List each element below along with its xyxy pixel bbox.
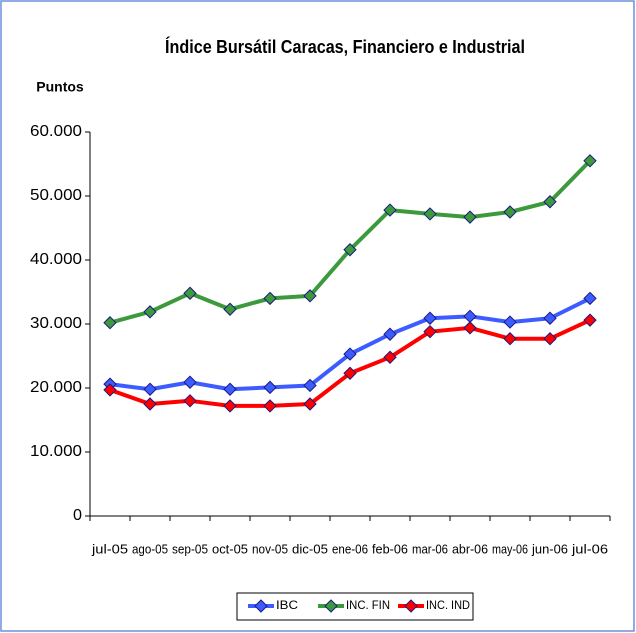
- x-tick-label: mar-06: [412, 541, 448, 556]
- x-tick-label: sep-05: [172, 541, 208, 556]
- marker: [423, 324, 437, 339]
- x-tick-label: feb-06: [372, 541, 408, 556]
- marker: [383, 203, 397, 217]
- y-tick-label: 50.000: [30, 187, 82, 204]
- marker: [543, 332, 557, 346]
- marker: [303, 397, 317, 411]
- y-tick-label: 20.000: [30, 379, 82, 396]
- marker: [263, 399, 277, 413]
- legend-marker: [324, 599, 338, 613]
- marker: [423, 311, 437, 325]
- marker: [463, 210, 477, 224]
- marker: [303, 289, 317, 303]
- legend-box: [236, 592, 474, 621]
- marker: [343, 243, 357, 257]
- y-tick-label: 30.000: [30, 315, 82, 332]
- marker: [223, 382, 237, 396]
- marker: [143, 397, 157, 411]
- marker: [263, 380, 277, 395]
- marker: [343, 347, 357, 361]
- marker: [223, 399, 237, 413]
- x-tick-label: ene-06: [332, 541, 368, 556]
- marker: [183, 394, 197, 408]
- chart-title: Índice Bursátil Caracas, Financiero e In…: [165, 36, 525, 57]
- marker: [583, 154, 597, 168]
- x-tick-label: may-06: [492, 541, 528, 556]
- x-tick-label: nov-05: [252, 541, 288, 556]
- marker: [503, 315, 517, 329]
- marker: [503, 205, 517, 219]
- y-tick-label: 0: [73, 507, 82, 524]
- marker: [583, 291, 597, 306]
- y-tick-label: 60.000: [30, 123, 82, 140]
- legend-label: INC. FIN: [346, 598, 390, 612]
- legend-label: INC. IND: [426, 598, 470, 612]
- x-tick-label: ago-05: [132, 541, 168, 556]
- marker: [103, 316, 117, 330]
- marker: [183, 375, 197, 389]
- y-tick-label: 40.000: [30, 251, 82, 268]
- marker: [503, 332, 517, 346]
- x-tick-label: dic-05: [292, 541, 328, 556]
- marker: [383, 327, 397, 341]
- x-tick-label: abr-06: [452, 541, 488, 556]
- x-tick-label: jul-05: [91, 541, 128, 556]
- y-tick-label: 10.000: [30, 443, 82, 460]
- marker: [543, 311, 557, 325]
- marker: [223, 302, 237, 316]
- marker: [463, 321, 477, 335]
- marker: [143, 382, 157, 396]
- marker: [343, 366, 357, 380]
- marker: [263, 291, 277, 306]
- marker: [103, 383, 117, 397]
- marker: [383, 350, 397, 364]
- marker: [423, 207, 437, 221]
- marker: [583, 313, 597, 327]
- marker: [543, 195, 557, 209]
- legend-marker: [404, 599, 418, 613]
- x-tick-label: jul-06: [571, 541, 608, 556]
- legend-marker: [254, 599, 268, 613]
- marker: [303, 378, 317, 393]
- marker: [183, 286, 197, 300]
- x-tick-label: oct-05: [212, 541, 248, 556]
- legend-label: IBC: [276, 598, 298, 612]
- y-axis-label: Puntos: [36, 79, 84, 95]
- marker: [143, 305, 157, 319]
- x-tick-label: jun-06: [531, 541, 568, 556]
